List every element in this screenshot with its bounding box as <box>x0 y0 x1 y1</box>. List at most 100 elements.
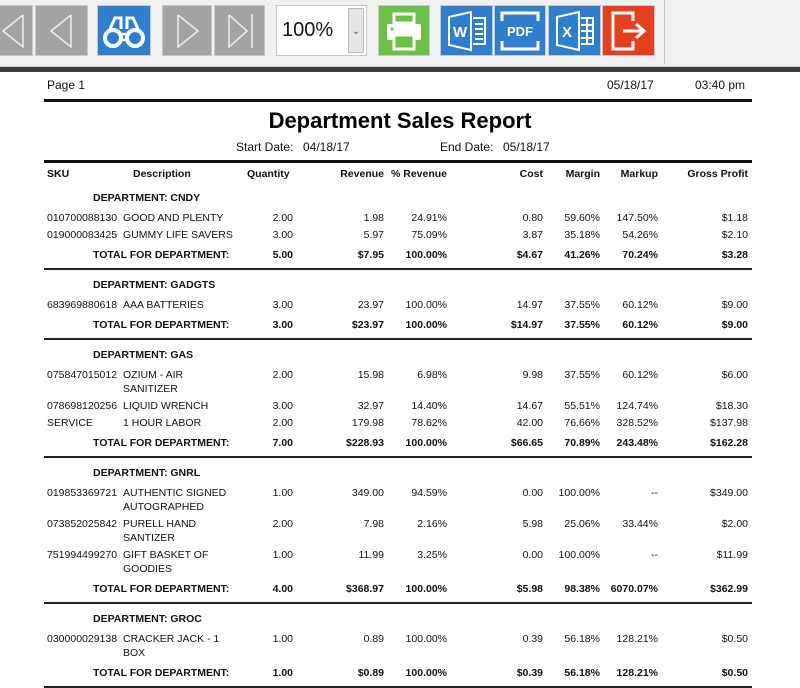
exit-button[interactable] <box>602 5 655 56</box>
cell-cost: 0.00 <box>522 486 543 499</box>
cell-gross-profit: $18.30 <box>715 399 748 412</box>
department-total-row: TOTAL FOR DEPARTMENT: 5.00 $7.95 100.00% $4.… <box>44 243 752 268</box>
cell-markup: 124.74% <box>616 399 658 412</box>
cell-gross-profit: $1.18 <box>721 211 748 224</box>
cell-quantity: 3.00 <box>272 399 293 412</box>
cell-cost: 0.39 <box>522 632 543 645</box>
total-label: TOTAL FOR DEPARTMENT: <box>93 319 230 331</box>
svg-text:X: X <box>562 24 572 41</box>
column-header-cost: Cost <box>519 168 543 180</box>
cell-margin: 37.55% <box>564 368 600 381</box>
cell-description: OZIUM - AIR SANITIZER <box>123 368 184 395</box>
end-date: 05/18/17 <box>503 140 550 154</box>
total-cost: $0.39 <box>516 667 543 679</box>
cell-margin: 100.00% <box>558 548 600 561</box>
department-header: DEPARTMENT: GAS <box>44 340 752 366</box>
export-word-button[interactable]: W <box>440 5 493 56</box>
zoom-select[interactable]: 100% ⌄ <box>276 5 367 56</box>
total-pct-revenue: 100.00% <box>405 583 447 595</box>
total-markup: 6070.07% <box>610 583 658 595</box>
end-date-label: End Date: <box>440 140 494 154</box>
export-excel-button[interactable]: X <box>548 5 601 56</box>
cell-margin: 100.00% <box>558 486 600 499</box>
cell-gross-profit: $137.98 <box>710 416 748 429</box>
cell-markup: 54.26% <box>622 228 658 241</box>
department-group: DEPARTMENT: GROC 030000029138 CRACKER JACK… <box>44 602 752 686</box>
cell-margin: 35.18% <box>564 228 600 241</box>
cell-revenue: 5.97 <box>363 228 384 241</box>
cell-markup: 33.44% <box>622 517 658 530</box>
previous-page-button[interactable] <box>35 5 88 56</box>
department-group: DEPARTMENT: GADGTS 683969880618 AAA BATTER… <box>44 268 752 338</box>
find-button[interactable] <box>97 5 151 56</box>
print-time: 03:40 pm <box>695 78 746 92</box>
cell-cost: 3.87 <box>522 228 543 241</box>
cell-sku: 075847015012 <box>47 368 118 381</box>
chevron-down-icon[interactable]: ⌄ <box>348 8 364 53</box>
cell-cost: 0.00 <box>522 548 543 561</box>
department-total-row: TOTAL FOR DEPARTMENT: 7.00 $228.93 100.00% $… <box>44 431 752 456</box>
cell-description: LIQUID WRENCH <box>123 399 209 412</box>
sales-table: SKU Description Quantity Revenue % Revenue Co… <box>44 160 752 688</box>
cell-gross-profit: $0.50 <box>721 632 748 645</box>
first-page-button[interactable] <box>0 5 33 56</box>
table-row: SERVICE 1 HOUR LABOR 2.00 179.98 78.62% 42.00… <box>44 414 752 431</box>
cell-quantity: 2.00 <box>272 211 293 224</box>
department-total-row: TOTAL FOR DEPARTMENT: 4.00 $368.97 100.00% $… <box>44 577 752 602</box>
cell-description: AUTHENTIC SIGNED AUTOGRAPHED <box>123 486 227 513</box>
start-date-label: Start Date: <box>236 140 294 154</box>
table-row: 010700088130 GOOD AND PLENTY 2.00 1.98 24.91… <box>44 209 752 226</box>
total-quantity: 1.00 <box>272 667 293 679</box>
cell-pct-revenue: 3.25% <box>417 548 447 561</box>
cell-revenue: 179.98 <box>351 416 384 429</box>
department-title: DEPARTMENT: GROC <box>93 613 202 625</box>
toolbar-separator <box>0 67 800 72</box>
cell-pct-revenue: 2.16% <box>417 517 447 530</box>
cell-revenue: 11.99 <box>358 548 385 561</box>
export-pdf-button[interactable]: PDF <box>494 5 546 56</box>
cell-description: 1 HOUR LABOR <box>123 416 202 429</box>
table-row: 078698120256 LIQUID WRENCH 3.00 32.97 14.40%… <box>44 397 752 414</box>
total-gross-profit: $9.00 <box>721 319 748 331</box>
department-title: DEPARTMENT: GNRL <box>93 467 201 479</box>
report-title: Department Sales Report <box>268 108 532 133</box>
next-page-button[interactable] <box>162 5 212 56</box>
last-page-button[interactable] <box>214 5 265 56</box>
total-margin: 98.38% <box>564 583 600 595</box>
cell-margin: 25.06% <box>564 517 600 530</box>
department-total-row: TOTAL FOR DEPARTMENT: 1.00 $0.89 100.00% $0.… <box>44 661 752 686</box>
cell-pct-revenue: 100.00% <box>405 632 447 645</box>
table-row: 030000029138 CRACKER JACK - 1 BOX 1.00 0.89… <box>44 630 752 661</box>
total-cost: $4.67 <box>516 249 543 261</box>
cell-revenue: 349.00 <box>351 486 384 499</box>
binoculars-icon <box>103 16 145 48</box>
cell-margin: 37.55% <box>564 298 600 311</box>
page-number: Page 1 <box>47 78 86 92</box>
cell-sku: SERVICE <box>47 416 93 429</box>
cell-cost: 0.80 <box>522 211 543 224</box>
cell-quantity: 1.00 <box>272 632 293 645</box>
total-quantity: 3.00 <box>272 319 293 331</box>
cell-pct-revenue: 75.09% <box>411 228 447 241</box>
total-margin: 70.89% <box>564 437 600 449</box>
total-quantity: 5.00 <box>272 249 293 261</box>
cell-revenue: 15.98 <box>357 368 384 381</box>
total-pct-revenue: 100.00% <box>405 437 447 449</box>
total-margin: 37.55% <box>564 319 600 331</box>
column-header-quantity: Quantity <box>247 168 290 180</box>
column-header-markup: Markup <box>620 168 658 180</box>
cell-revenue: 1.98 <box>363 211 384 224</box>
total-margin: 56.18% <box>564 667 600 679</box>
cell-quantity: 2.00 <box>272 368 293 381</box>
cell-description: GIFT BASKET OF GOODIES <box>123 548 209 575</box>
cell-pct-revenue: 14.40% <box>411 399 447 412</box>
cell-sku: 683969880618 <box>47 298 118 311</box>
total-pct-revenue: 100.00% <box>405 249 447 261</box>
print-button[interactable] <box>378 5 430 56</box>
cell-margin: 55.51% <box>564 399 600 412</box>
cell-description: AAA BATTERIES <box>123 298 204 311</box>
department-group: DEPARTMENT: CNDY 010700088130 GOOD AND PLE… <box>44 183 752 268</box>
cell-cost: 9.98 <box>522 368 543 381</box>
cell-sku: 019853369721 <box>47 486 118 499</box>
cell-description: GOOD AND PLENTY <box>123 211 224 224</box>
